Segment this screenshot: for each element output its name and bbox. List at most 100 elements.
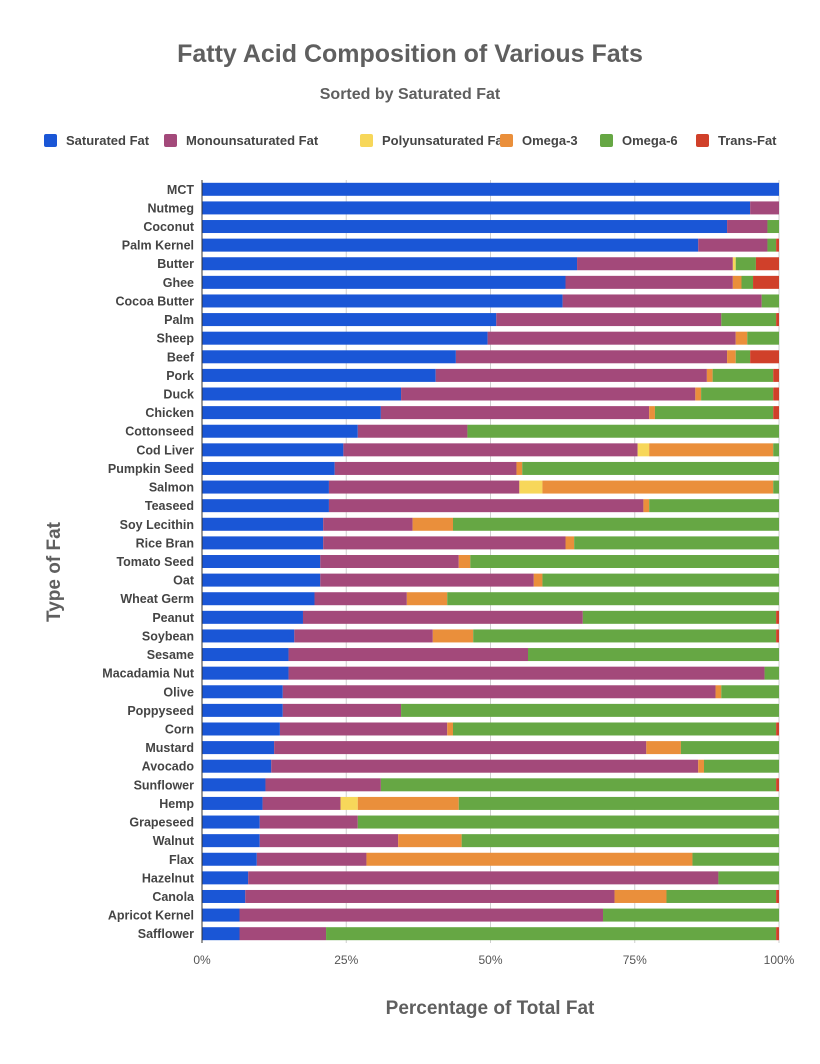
bar-segment [643,499,650,513]
bar-segment [776,927,779,941]
legend-label: Monounsaturated Fat [186,133,319,148]
y-tick-label: Flax [169,853,194,867]
y-tick-label: Salmon [149,481,194,495]
bar-segment [565,536,575,550]
bar-segment [565,275,733,289]
x-axis-title: Percentage of Total Fat [385,998,595,1019]
y-tick-label: Butter [157,257,194,271]
y-tick-label: Cod Liver [136,443,194,457]
bar-segment [202,852,257,866]
y-tick-label: Palm Kernel [122,239,194,253]
legend-item: Trans-Fat [696,133,777,148]
bar-segment [239,908,604,922]
bar-segment [401,703,779,717]
bar-segment [239,927,327,941]
bar-segment [282,703,402,717]
bar-segment [735,331,748,345]
y-tick-label: MCT [167,183,194,197]
bar-segment [761,294,779,308]
bar-segment [202,461,335,475]
y-tick-label: Palm [164,313,194,327]
bar-segment [202,908,240,922]
bar-segment [334,461,517,475]
bar-segment [328,480,520,494]
bar-segment [767,220,779,234]
y-tick-label: Olive [163,685,194,699]
bar-segment [776,238,779,252]
bar-segment [649,406,655,420]
bar-segment [582,610,777,624]
bar-segment [248,871,719,885]
bar-segment [202,555,321,568]
bar-segment [735,350,751,364]
bar-segment [487,331,736,345]
x-tick-label: 75% [623,953,647,967]
legend-swatch [500,134,513,147]
y-tick-label: Apricot Kernel [108,909,194,923]
y-tick-label: Soy Lecithin [120,518,194,532]
bar-segment [202,741,275,755]
bar-segment [202,424,358,438]
bar-segment [755,257,779,271]
bar-segment [357,796,459,810]
bar-segment [202,610,303,624]
bar-segment [366,852,693,866]
x-tick-label: 50% [478,953,502,967]
x-tick-label: 0% [193,953,211,967]
bar-segment [202,573,321,587]
bar-segment [614,889,667,903]
legend-swatch [696,134,709,147]
bar-segment [357,815,779,829]
y-tick-label: Chicken [145,406,194,420]
y-tick-label: Rice Bran [136,536,194,550]
y-tick-label: Hemp [159,797,194,811]
y-tick-label: Pork [166,369,194,383]
bar-segment [202,815,260,829]
bar-segment [452,722,777,736]
legend-label: Trans-Fat [718,133,777,148]
bar-segment [698,238,768,252]
legend-item: Polyunsaturated Fat [360,133,507,148]
chart-subtitle: Sorted by Saturated Fat [319,86,501,103]
bar-segment [727,350,736,364]
bar-segment [649,443,774,457]
bar-segment [202,796,263,810]
bar-segment [727,220,768,234]
legend-label: Omega-6 [622,133,678,148]
bar-segment [202,927,240,941]
y-tick-label: Wheat Germ [120,592,194,606]
bar-segment [519,480,543,494]
bar-segment [773,480,779,494]
bar-segment [282,685,716,699]
bar-segment [202,257,578,271]
bar-segment [202,648,289,662]
bar-segment [773,406,779,420]
bar-segment [542,573,779,587]
bar-segment [202,443,344,457]
bar-segment [302,610,583,624]
y-tick-label: Oat [173,574,195,588]
legend-swatch [360,134,373,147]
y-tick-label: Beef [167,350,195,364]
bar-segment [695,387,702,401]
bar-segment [432,629,474,643]
y-tick-label: Macadamia Nut [102,667,195,681]
bar-segment [747,331,779,345]
bar-segment [202,238,699,252]
bar-segment [202,480,329,494]
x-tick-label: 100% [764,953,795,967]
bar-segment [776,722,779,736]
bar-segment [776,313,779,327]
bar-segment [522,461,779,475]
bar-segment [328,499,644,513]
bar-segment [654,406,774,420]
bar-segment [447,722,453,736]
y-tick-label: Sunflower [134,778,195,792]
legend-label: Saturated Fat [66,133,150,148]
bar-segment [562,294,762,308]
bar-segment [202,387,402,401]
y-tick-label: Walnut [153,834,195,848]
bar-segment [202,201,751,215]
legend-swatch [44,134,57,147]
